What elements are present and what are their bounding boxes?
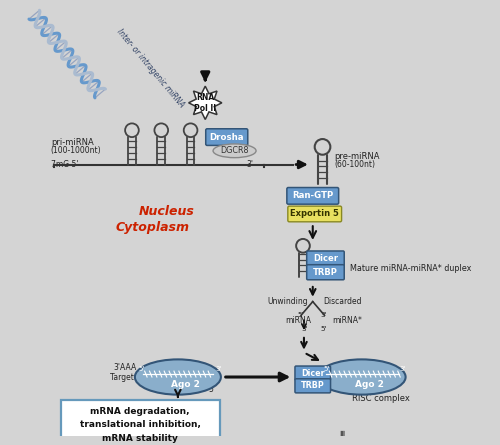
Text: 7mG 5': 7mG 5' — [51, 161, 78, 170]
Ellipse shape — [135, 360, 221, 395]
FancyBboxPatch shape — [288, 206, 342, 222]
Text: 3': 3' — [246, 161, 254, 170]
Text: Ago 2: Ago 2 — [172, 380, 200, 389]
Text: mRNA degradation,
translational inhibition,
mRNA stability: mRNA degradation, translational inhibiti… — [80, 407, 200, 443]
Text: Discarded: Discarded — [323, 296, 362, 306]
Text: DGCR8: DGCR8 — [220, 146, 249, 155]
FancyBboxPatch shape — [60, 400, 220, 445]
Text: (60-100nt): (60-100nt) — [334, 161, 376, 170]
Text: pre-miRNA: pre-miRNA — [334, 152, 380, 161]
Text: miRNA: miRNA — [286, 316, 312, 325]
FancyBboxPatch shape — [287, 187, 339, 204]
Text: 5': 5' — [324, 366, 330, 372]
Text: Exportin 5: Exportin 5 — [290, 209, 339, 218]
Text: Ago 2: Ago 2 — [355, 380, 384, 389]
Text: Inter- or intragenic miRNA: Inter- or intragenic miRNA — [116, 28, 186, 109]
Text: 5': 5' — [297, 312, 304, 318]
Text: RISC complex: RISC complex — [352, 393, 410, 403]
Text: 3'AAA: 3'AAA — [114, 363, 136, 372]
Text: 3': 3' — [301, 326, 308, 332]
Text: Mature miRNA-miRNA* duplex: Mature miRNA-miRNA* duplex — [350, 264, 472, 273]
FancyBboxPatch shape — [306, 265, 344, 280]
Ellipse shape — [318, 360, 406, 395]
Text: Ran-GTP: Ran-GTP — [292, 191, 334, 200]
Text: TRBP: TRBP — [301, 381, 324, 390]
Text: 3': 3' — [400, 366, 406, 372]
FancyBboxPatch shape — [306, 251, 344, 266]
Text: 5': 5' — [320, 326, 328, 332]
Text: Dicer: Dicer — [313, 254, 338, 263]
Text: 3': 3' — [320, 312, 328, 318]
Ellipse shape — [213, 144, 256, 158]
Text: Target mRNA: Target mRNA — [110, 373, 160, 382]
Text: Dicer: Dicer — [301, 368, 324, 378]
Text: Nucleus: Nucleus — [139, 206, 194, 218]
FancyBboxPatch shape — [295, 366, 330, 380]
Text: TRBP: TRBP — [313, 268, 338, 277]
Text: 5': 5' — [139, 366, 145, 372]
Text: 5': 5' — [208, 385, 215, 394]
FancyBboxPatch shape — [206, 129, 248, 146]
Text: Unwinding: Unwinding — [267, 296, 308, 306]
Text: pri-miRNA: pri-miRNA — [51, 138, 94, 147]
Text: miRNA*: miRNA* — [332, 316, 362, 325]
Text: Drosha: Drosha — [210, 133, 244, 142]
Text: Cytoplasm: Cytoplasm — [116, 221, 190, 234]
Text: (100-1000nt): (100-1000nt) — [51, 146, 102, 155]
FancyBboxPatch shape — [295, 379, 330, 393]
Polygon shape — [188, 86, 222, 119]
Text: RNA
Pol II: RNA Pol II — [194, 93, 216, 113]
Text: 3': 3' — [215, 366, 222, 372]
